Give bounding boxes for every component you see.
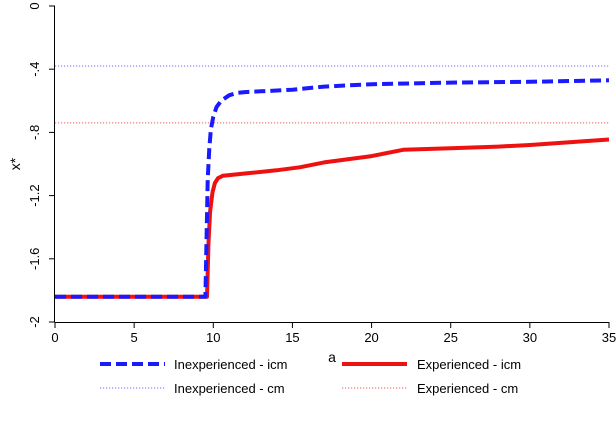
- y-tick-label: -1.2: [27, 184, 42, 206]
- x-tick-label: 10: [206, 330, 220, 345]
- x-tick-label: 20: [364, 330, 378, 345]
- y-tick-label: -.8: [27, 125, 42, 140]
- x-tick-label: 15: [285, 330, 299, 345]
- x-axis-label: a: [328, 349, 336, 365]
- series-line-experienced-icm: [55, 137, 610, 299]
- y-tick-label: -1.6: [27, 248, 42, 270]
- series-line-inexperienced-icm: [55, 78, 610, 299]
- legend-label: Inexperienced - icm: [174, 357, 287, 372]
- x-tick-label: 30: [523, 330, 537, 345]
- y-tick-label: -2: [27, 316, 42, 328]
- x-tick-label: 25: [443, 330, 457, 345]
- x-tick-label: 0: [51, 330, 58, 345]
- legend-label: Inexperienced - cm: [174, 381, 285, 396]
- axes: 0 5 10 15 20 25 30 35 0 -.4 -.8 -1.2 -1.6 -2: [27, 2, 616, 345]
- y-axis-label: x*: [7, 157, 23, 170]
- legend-label: Experienced - icm: [417, 357, 521, 372]
- legend: Inexperienced - icm Experienced - icm Inex…: [100, 357, 521, 396]
- y-tick-label: -.4: [27, 62, 42, 77]
- plot-lines: [55, 65, 610, 299]
- x-ticks: 0 5 10 15 20 25 30 35: [51, 322, 616, 345]
- x-tick-label: 5: [131, 330, 138, 345]
- y-ticks: 0 -.4 -.8 -1.2 -1.6 -2: [27, 2, 55, 328]
- x-tick-label: 35: [602, 330, 616, 345]
- y-tick-label: 0: [27, 2, 42, 9]
- legend-label: Experienced - cm: [417, 381, 518, 396]
